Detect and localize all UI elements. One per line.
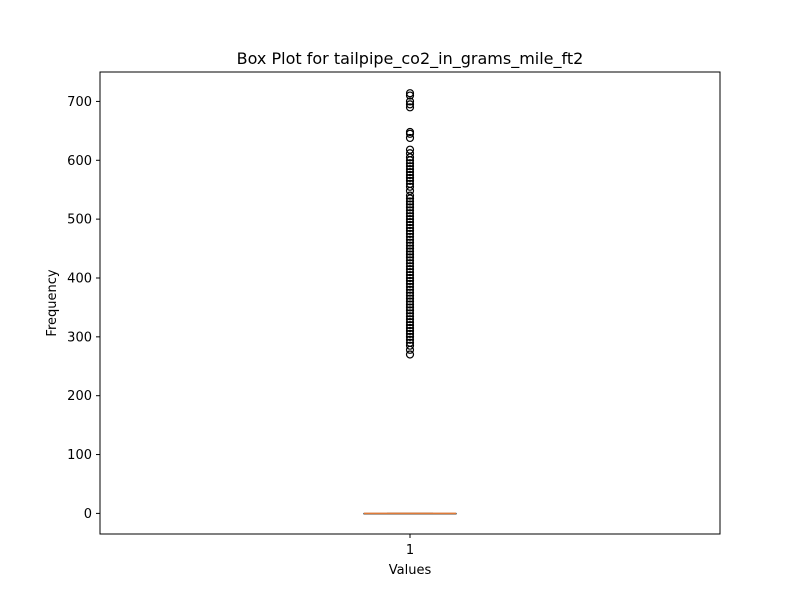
outlier-point bbox=[405, 320, 415, 330]
outlier-point bbox=[405, 291, 415, 300]
outlier-point bbox=[405, 244, 415, 253]
y-tick-label: 400 bbox=[67, 271, 92, 286]
y-tick-label: 300 bbox=[67, 330, 92, 345]
y-tick-label: 0 bbox=[84, 507, 92, 522]
outlier-point bbox=[405, 247, 415, 256]
outlier-point bbox=[405, 226, 415, 236]
outlier-point bbox=[405, 159, 415, 168]
outlier-point bbox=[405, 149, 415, 158]
outlier-point bbox=[405, 323, 415, 333]
outlier-point bbox=[405, 335, 415, 344]
outlier-point bbox=[405, 165, 415, 174]
outlier-point bbox=[405, 338, 415, 347]
outlier-point bbox=[405, 235, 415, 244]
outlier-point bbox=[405, 173, 415, 183]
outlier-point bbox=[405, 153, 415, 162]
outlier-point bbox=[405, 167, 415, 177]
outlier-point bbox=[405, 232, 415, 241]
chart-title: Box Plot for tailpipe_co2_in_grams_mile_… bbox=[237, 49, 584, 69]
outlier-point bbox=[405, 273, 415, 283]
outlier-point bbox=[405, 209, 415, 218]
outlier-point bbox=[405, 288, 415, 297]
outlier-point bbox=[405, 179, 415, 188]
outlier-point bbox=[405, 91, 415, 100]
outlier-point bbox=[405, 182, 415, 191]
outlier-point bbox=[405, 282, 415, 291]
y-tick-label: 600 bbox=[67, 154, 92, 169]
outlier-point bbox=[405, 191, 415, 200]
y-tick-label: 700 bbox=[67, 95, 92, 110]
outlier-point bbox=[405, 103, 415, 112]
outlier-point bbox=[405, 89, 415, 98]
outlier-point bbox=[405, 238, 415, 247]
outlier-point bbox=[405, 297, 415, 306]
outlier-point bbox=[405, 285, 415, 294]
outlier-point bbox=[405, 194, 415, 203]
outlier-point bbox=[405, 294, 415, 303]
outlier-point bbox=[405, 276, 415, 286]
outlier-point bbox=[405, 215, 415, 224]
outlier-point bbox=[405, 329, 415, 338]
outlier-point bbox=[405, 127, 415, 137]
outlier-point bbox=[405, 200, 415, 209]
outlier-point bbox=[405, 176, 415, 185]
outlier-point bbox=[405, 162, 415, 171]
outlier-point bbox=[405, 206, 415, 215]
outlier-point bbox=[405, 100, 415, 109]
outlier-point bbox=[405, 303, 415, 312]
y-tick-label: 100 bbox=[67, 448, 92, 463]
outlier-point bbox=[405, 197, 415, 206]
outlier-point bbox=[405, 250, 415, 259]
y-tick-label: 200 bbox=[67, 389, 92, 404]
outlier-point bbox=[405, 262, 415, 271]
outlier-point bbox=[405, 217, 415, 227]
y-axis-label: Frequency bbox=[45, 269, 60, 336]
outlier-point bbox=[405, 270, 415, 280]
outlier-point bbox=[405, 220, 415, 230]
outlier-point bbox=[405, 279, 415, 288]
outlier-point bbox=[405, 259, 415, 268]
outlier-point bbox=[405, 265, 415, 274]
outlier-point bbox=[405, 253, 415, 262]
outlier-point bbox=[405, 241, 415, 250]
outlier-point bbox=[405, 145, 415, 154]
y-tick-label: 500 bbox=[67, 213, 92, 228]
outlier-point bbox=[405, 212, 415, 221]
outlier-point bbox=[405, 315, 415, 324]
outlier-point bbox=[405, 318, 415, 327]
x-tick-label: 1 bbox=[406, 543, 414, 558]
outlier-point bbox=[405, 97, 415, 106]
outlier-point bbox=[405, 312, 415, 321]
x-axis-label: Values bbox=[389, 563, 432, 578]
outlier-point bbox=[405, 203, 415, 212]
outlier-point bbox=[405, 223, 415, 233]
plot-layer: 0 100 200 300 400 500 600 700 1 bbox=[67, 71, 721, 558]
outlier-point bbox=[405, 309, 415, 318]
outlier-point bbox=[405, 350, 415, 359]
outlier-point bbox=[405, 341, 415, 350]
outlier-point bbox=[405, 300, 415, 309]
outlier-point bbox=[405, 229, 415, 238]
outlier-point bbox=[405, 306, 415, 315]
outlier-point bbox=[405, 326, 415, 336]
outlier-point bbox=[405, 268, 415, 277]
outlier-point bbox=[405, 256, 415, 265]
outlier-point bbox=[405, 332, 415, 341]
outlier-point bbox=[405, 133, 415, 143]
outlier-point bbox=[405, 170, 415, 180]
